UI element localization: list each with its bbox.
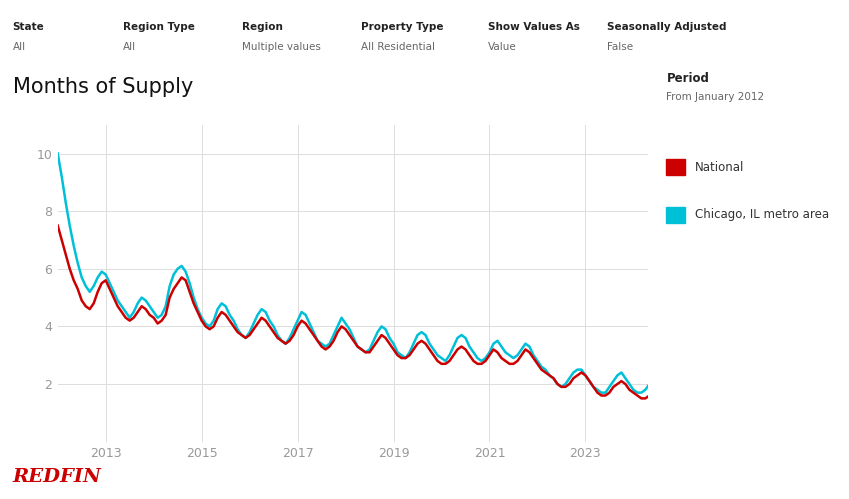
Text: Region: Region [242, 22, 283, 32]
Text: Value: Value [488, 42, 517, 52]
Text: Show Values As: Show Values As [488, 22, 580, 32]
Text: From January 2012: From January 2012 [666, 92, 765, 102]
Text: All Residential: All Residential [361, 42, 435, 52]
Text: Period: Period [666, 72, 710, 85]
Text: State: State [13, 22, 44, 32]
Text: Region Type: Region Type [123, 22, 195, 32]
Text: Seasonally Adjusted: Seasonally Adjusted [607, 22, 727, 32]
Text: REDFIN: REDFIN [13, 468, 102, 486]
Text: National: National [695, 161, 745, 174]
Text: All: All [13, 42, 25, 52]
Text: False: False [607, 42, 633, 52]
Text: Chicago, IL metro area: Chicago, IL metro area [695, 208, 829, 221]
Text: Multiple values: Multiple values [242, 42, 321, 52]
Text: Property Type: Property Type [361, 22, 443, 32]
Text: All: All [123, 42, 136, 52]
Text: Months of Supply: Months of Supply [13, 77, 193, 97]
